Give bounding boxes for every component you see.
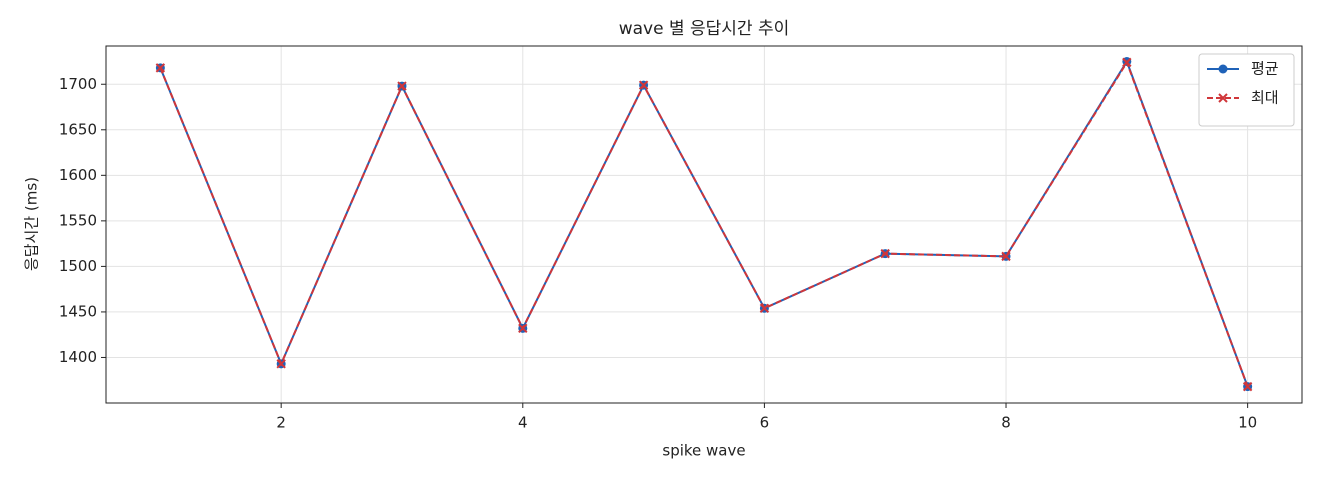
y-tick-label: 1450	[59, 302, 97, 320]
point	[397, 81, 407, 91]
y-tick-label: 1600	[59, 166, 97, 184]
point	[518, 323, 528, 334]
point	[759, 303, 770, 313]
x-tick-label: 6	[760, 414, 770, 432]
x-tick-label: 8	[1001, 414, 1011, 432]
series-line	[159, 59, 1249, 387]
point	[880, 248, 890, 259]
series-line	[159, 60, 1249, 387]
y-tick-label: 1650	[59, 120, 97, 138]
y-tick-label: 1400	[59, 348, 97, 366]
chart-title: wave 별 응답시간 추이	[619, 19, 790, 39]
legend-box	[1198, 53, 1295, 127]
y-axis-label: 응답시간 (ms)	[23, 177, 41, 271]
x-tick-label: 10	[1238, 414, 1257, 432]
y-tick-label: 1700	[59, 75, 97, 93]
point	[1001, 251, 1011, 262]
x-tick-label: 4	[518, 414, 528, 432]
legend-marker	[1218, 93, 1228, 103]
y-tick-label: 1500	[59, 257, 97, 275]
legend-label: 최대	[1251, 89, 1279, 107]
legend-marker	[1218, 64, 1228, 74]
point	[155, 63, 166, 73]
point	[276, 359, 286, 369]
y-tick-label: 1550	[59, 211, 97, 229]
point	[1122, 57, 1132, 68]
x-axis-label: spike wave	[662, 442, 745, 460]
point	[638, 80, 649, 90]
point	[1242, 381, 1253, 392]
legend-label: 평균	[1251, 60, 1279, 78]
x-tick-label: 2	[276, 414, 286, 432]
plot-frame	[105, 45, 1303, 404]
